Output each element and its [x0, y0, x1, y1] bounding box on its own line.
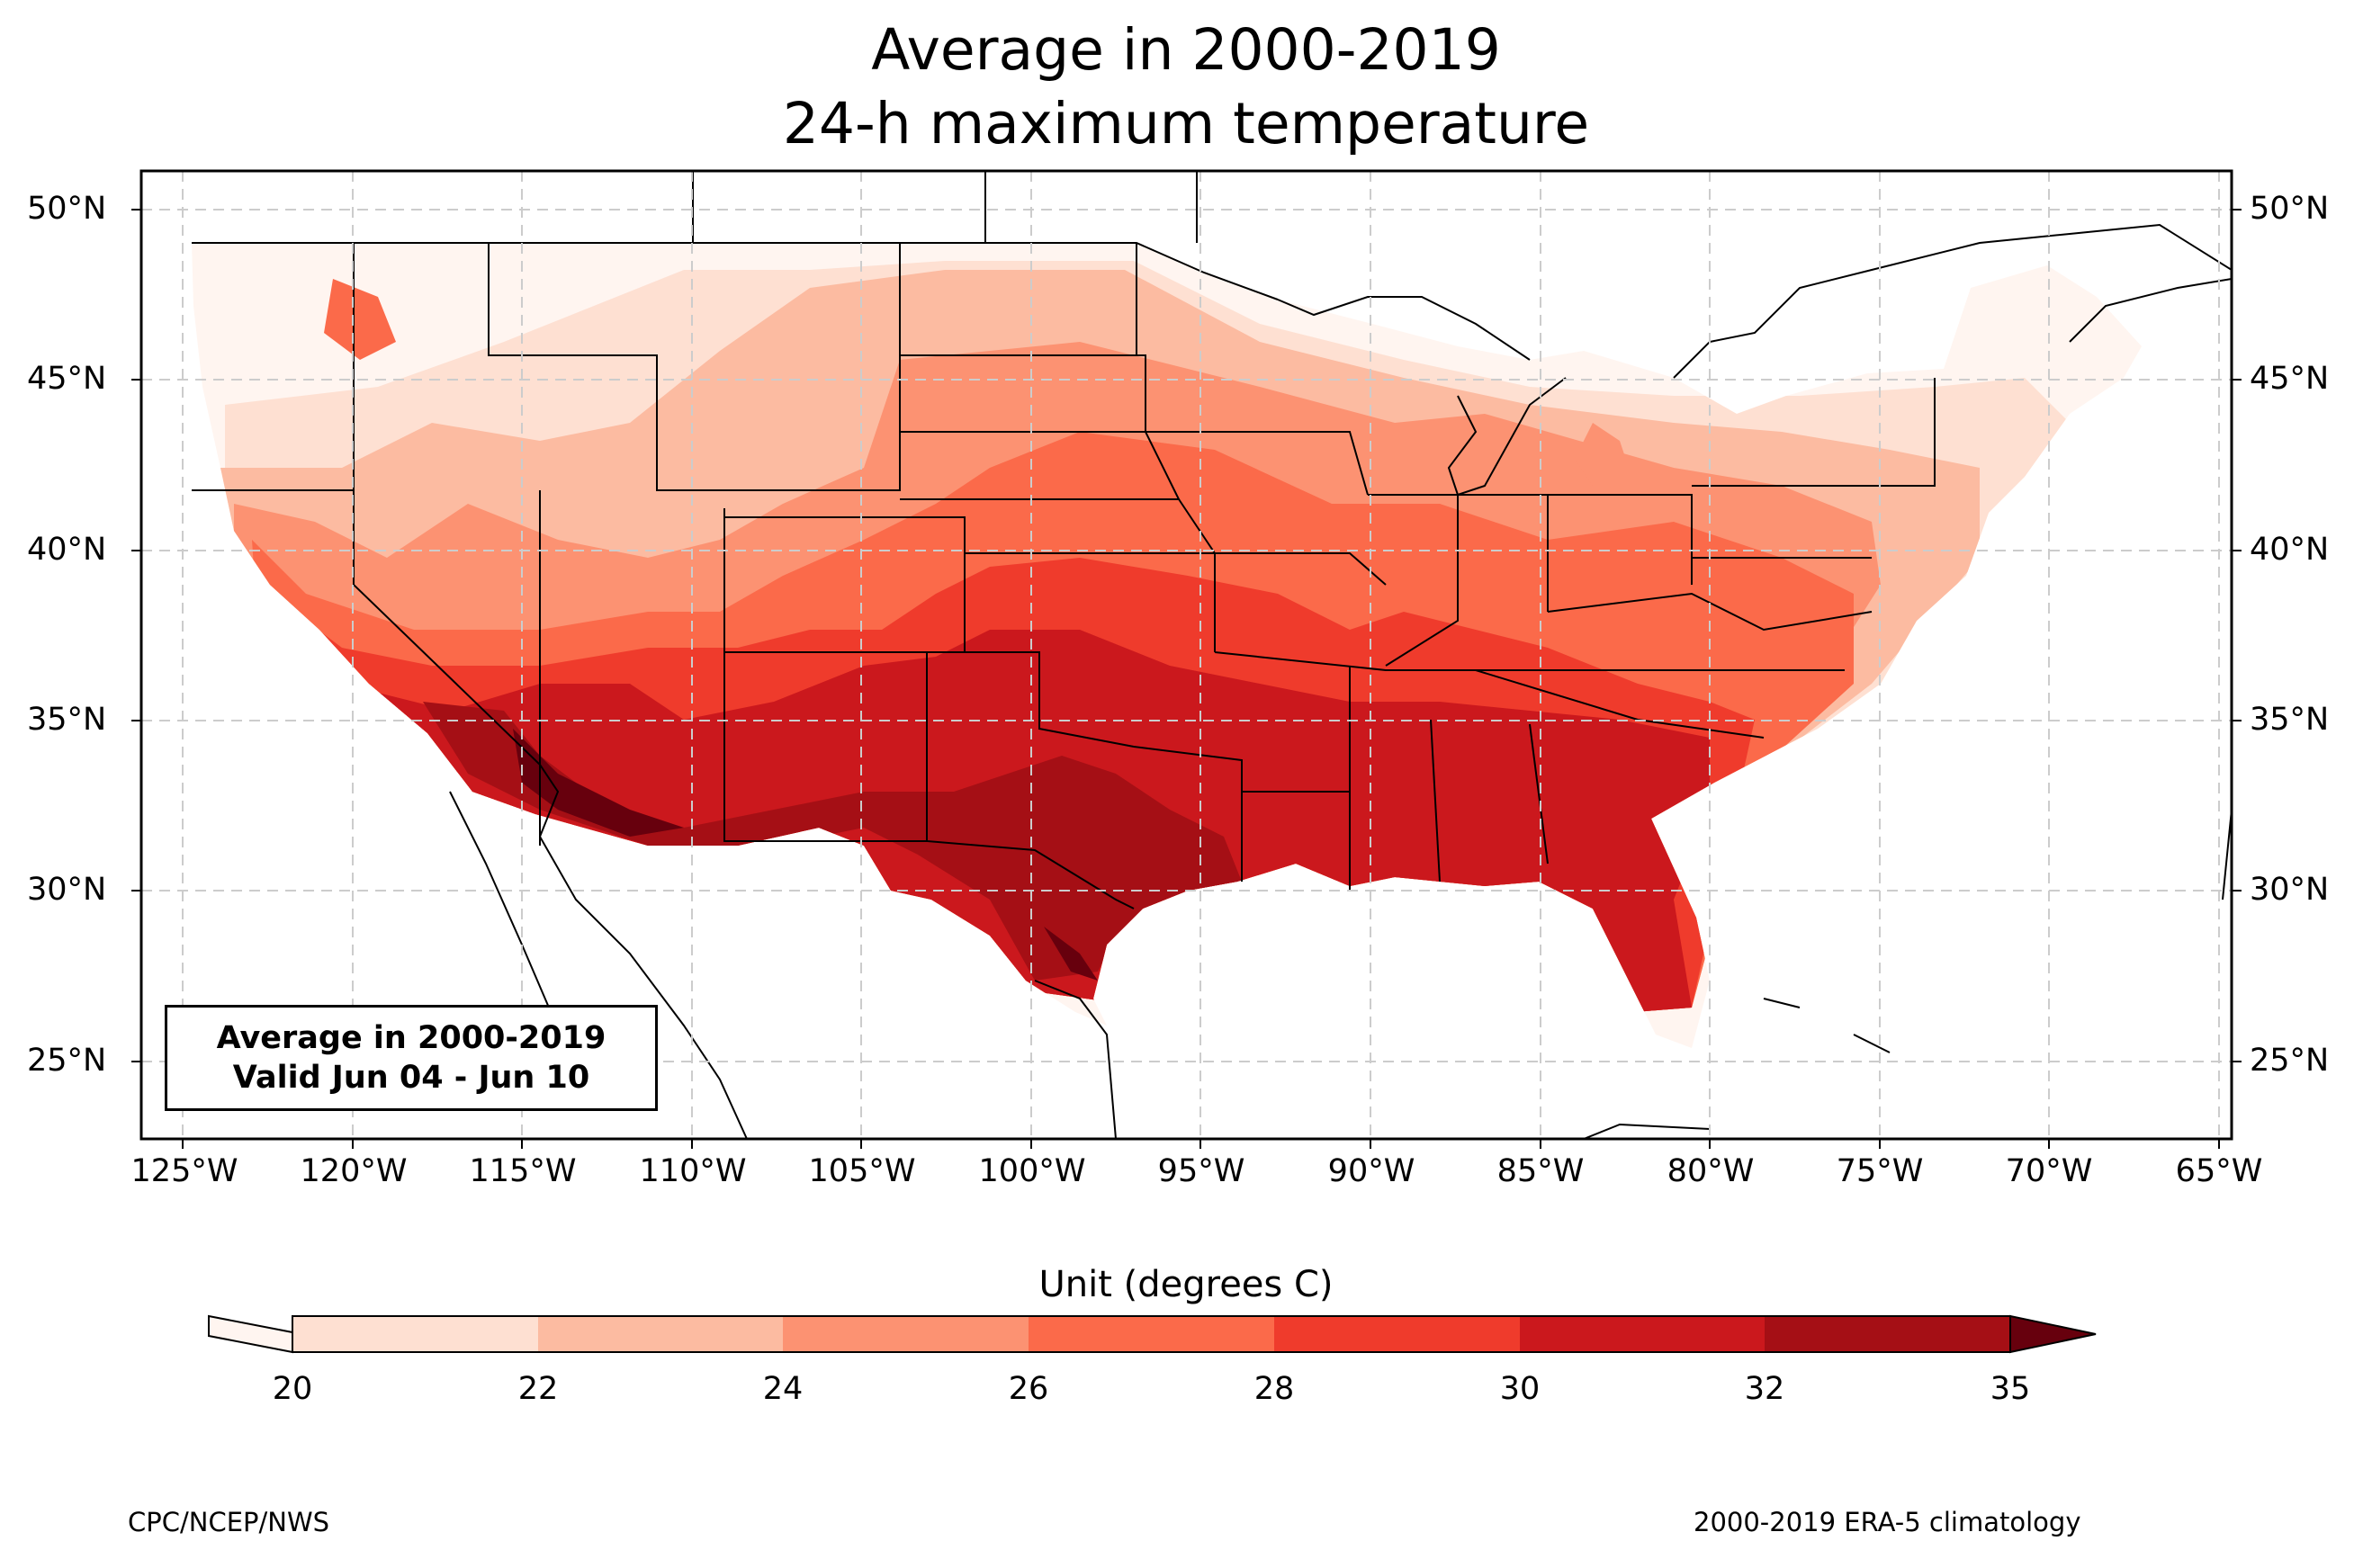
lon-label-125w: 125°W — [130, 1153, 238, 1189]
lat-label-right-30: 30°N — [2250, 872, 2330, 908]
lat-label-left-40: 40°N — [27, 532, 107, 568]
colorbar — [208, 1314, 2097, 1354]
lon-label-110w: 110°W — [639, 1153, 747, 1189]
footer-climatology: 2000-2019 ERA-5 climatology — [1694, 1507, 2081, 1537]
valid-period-box: Average in 2000-2019 Valid Jun 04 - Jun … — [165, 1005, 658, 1111]
colorbar-tick-32: 32 — [1744, 1371, 1785, 1407]
lat-label-right-40: 40°N — [2250, 532, 2330, 568]
lon-label-80w: 80°W — [1667, 1153, 1755, 1189]
lat-label-right-25: 25°N — [2250, 1043, 2330, 1079]
lat-label-right-45: 45°N — [2250, 361, 2330, 397]
lon-label-65w: 65°W — [2175, 1153, 2263, 1189]
lon-label-70w: 70°W — [2005, 1153, 2093, 1189]
colorbar-tick-28: 28 — [1253, 1371, 1295, 1407]
colorbar-extend-high — [2009, 1314, 2097, 1354]
lat-label-right-35: 35°N — [2250, 702, 2330, 738]
colorbar-segment-24-26 — [783, 1316, 1029, 1352]
colorbar-tick-26: 26 — [1008, 1371, 1049, 1407]
colorbar-tick-30: 30 — [1499, 1371, 1541, 1407]
colorbar-tick-35: 35 — [1990, 1371, 2031, 1407]
lat-label-right-50: 50°N — [2250, 191, 2330, 227]
colorbar-segment-26-28 — [1029, 1316, 1274, 1352]
colorbar-extend-low — [208, 1314, 293, 1354]
valid-period-line2: Valid Jun 04 - Jun 10 — [232, 1060, 590, 1096]
axis-ticks — [131, 209, 2242, 1149]
colorbar-segment-22-24 — [538, 1316, 783, 1352]
lat-label-left-45: 45°N — [27, 361, 107, 397]
colorbar-segment-30-32 — [1520, 1316, 1765, 1352]
lat-label-left-30: 30°N — [27, 872, 107, 908]
lon-label-100w: 100°W — [978, 1153, 1086, 1189]
figure-title-line2: 24-h maximum temperature — [782, 91, 1590, 157]
figure-title-line1: Average in 2000-2019 — [871, 17, 1501, 83]
lon-label-115w: 115°W — [469, 1153, 577, 1189]
map-frame — [139, 169, 2233, 1141]
colorbar-segment-32-35 — [1765, 1316, 2010, 1352]
lon-label-105w: 105°W — [808, 1153, 916, 1189]
lat-label-left-35: 35°N — [27, 702, 107, 738]
lon-label-95w: 95°W — [1157, 1153, 1245, 1189]
colorbar-tick-22: 22 — [517, 1371, 559, 1407]
colorbar-tick-20: 20 — [272, 1371, 313, 1407]
lon-label-120w: 120°W — [300, 1153, 408, 1189]
lat-label-left-25: 25°N — [27, 1043, 107, 1079]
footer-source: CPC/NCEP/NWS — [128, 1507, 330, 1537]
lon-label-90w: 90°W — [1327, 1153, 1415, 1189]
lat-label-left-50: 50°N — [27, 191, 107, 227]
lon-label-85w: 85°W — [1496, 1153, 1585, 1189]
colorbar-segment-20-22 — [292, 1316, 538, 1352]
colorbar-label: Unit (degrees C) — [1038, 1264, 1334, 1305]
valid-period-line1: Average in 2000-2019 — [216, 1020, 606, 1056]
colorbar-tick-24: 24 — [762, 1371, 804, 1407]
colorbar-segment-28-30 — [1274, 1316, 1520, 1352]
lon-label-75w: 75°W — [1836, 1153, 1924, 1189]
